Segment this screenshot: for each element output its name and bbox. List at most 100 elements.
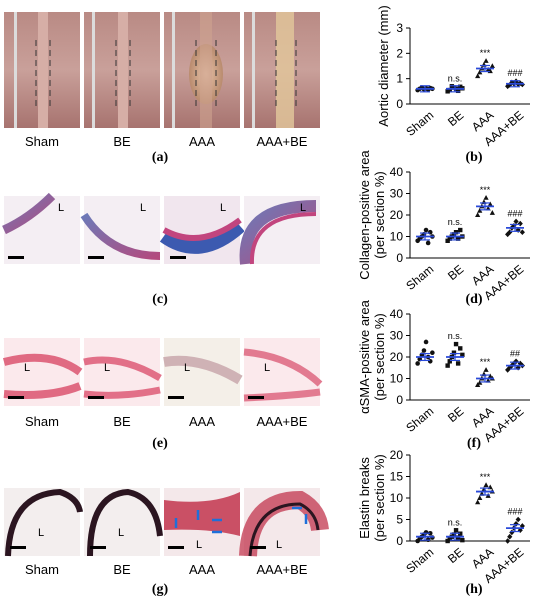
significance-label: n.s. bbox=[448, 217, 463, 227]
trichrome-aaa-be bbox=[239, 196, 320, 265]
panel-letter-h: (h) bbox=[465, 582, 483, 597]
data-point bbox=[509, 79, 515, 86]
significance-label: *** bbox=[480, 357, 491, 367]
x-tick-label: BE bbox=[445, 262, 466, 283]
y-tick-label: 2 bbox=[396, 46, 403, 60]
y-axis-label: (per section %) bbox=[372, 454, 387, 541]
panel-letter-f: (f) bbox=[467, 436, 481, 451]
lumen-label: L bbox=[220, 202, 226, 214]
data-point bbox=[447, 87, 452, 93]
y-tick-label: 15 bbox=[390, 470, 404, 484]
elastin-sham bbox=[4, 488, 83, 557]
data-point bbox=[477, 69, 483, 75]
data-point bbox=[483, 58, 489, 63]
trichrome-be bbox=[80, 196, 161, 264]
y-axis-label: Aortic diameter (mm) bbox=[376, 5, 391, 126]
y-tick-label: 0 bbox=[396, 97, 403, 111]
y-tick-label: 0 bbox=[396, 534, 403, 548]
photo-be bbox=[84, 12, 160, 128]
data-point bbox=[425, 240, 431, 246]
y-tick-label: 10 bbox=[390, 491, 404, 505]
sma-be bbox=[83, 338, 162, 406]
image-label-aaa-be: AAA+BE bbox=[256, 134, 308, 149]
x-tick-label: BE bbox=[445, 545, 466, 566]
panel-letter-a: (a) bbox=[151, 150, 169, 165]
data-point bbox=[489, 63, 495, 68]
data-point bbox=[445, 363, 450, 368]
data-point bbox=[458, 531, 463, 536]
data-point bbox=[430, 350, 435, 356]
panel-letter-b: (b) bbox=[465, 150, 483, 165]
y-tick-label: 1 bbox=[396, 72, 403, 86]
y-tick-label: 3 bbox=[396, 21, 403, 35]
lumen-label: L bbox=[118, 527, 124, 539]
significance-label: n.s. bbox=[448, 331, 463, 341]
image-label-sham: Sham bbox=[25, 414, 59, 429]
significance-label: ## bbox=[510, 348, 520, 358]
sma-aaa bbox=[163, 338, 243, 406]
y-tick-label: 10 bbox=[390, 372, 404, 386]
data-point bbox=[483, 482, 489, 488]
data-point bbox=[451, 532, 457, 537]
image-label-sham: Sham bbox=[25, 134, 59, 149]
photo-aaa-be bbox=[244, 12, 320, 128]
data-point bbox=[458, 227, 463, 233]
y-tick-label: 20 bbox=[390, 208, 404, 222]
data-point bbox=[458, 346, 463, 351]
y-tick-label: 40 bbox=[390, 307, 404, 321]
chart-h: 0 5 10 15 20 Elastin breaks (per section %) Sha… bbox=[357, 448, 530, 586]
panel-letter-d: (d) bbox=[465, 292, 483, 307]
data-point bbox=[453, 341, 459, 347]
significance-label: ### bbox=[507, 208, 522, 218]
data-point bbox=[427, 530, 433, 536]
y-axis-label: (per section %) bbox=[372, 313, 387, 400]
data-point bbox=[507, 533, 513, 540]
x-tick-label: BE bbox=[445, 108, 466, 129]
photo-aaa bbox=[164, 12, 240, 128]
data-point bbox=[475, 499, 481, 505]
data-point bbox=[519, 229, 525, 235]
elastin-be bbox=[84, 488, 163, 557]
data-point bbox=[515, 227, 521, 233]
data-point bbox=[421, 348, 427, 353]
sma-sham bbox=[2, 338, 83, 406]
significance-label: ### bbox=[507, 507, 522, 517]
data-point bbox=[460, 352, 465, 358]
y-tick-label: 10 bbox=[390, 230, 404, 244]
lumen-label: L bbox=[58, 202, 64, 214]
gross-photo-row bbox=[4, 12, 320, 128]
panel-letter-c: (c) bbox=[152, 292, 168, 307]
elastin-aaa-be bbox=[239, 488, 329, 557]
image-label-be: BE bbox=[113, 562, 131, 577]
y-tick-label: 0 bbox=[396, 393, 403, 407]
lumen-label: L bbox=[184, 362, 190, 374]
image-label-aaa-be: AAA+BE bbox=[256, 414, 308, 429]
y-tick-label: 40 bbox=[390, 165, 404, 179]
data-point bbox=[423, 227, 429, 233]
lumen-label: L bbox=[140, 202, 146, 214]
data-point bbox=[513, 218, 519, 225]
trichrome-row bbox=[2, 192, 320, 265]
lumen-label: L bbox=[38, 527, 44, 539]
lumen-label: L bbox=[104, 362, 110, 374]
data-point bbox=[415, 361, 420, 366]
data-point bbox=[427, 229, 433, 235]
image-label-sham: Sham bbox=[25, 562, 59, 577]
y-axis-label: Collagen-positive area bbox=[357, 150, 372, 280]
data-point bbox=[455, 361, 461, 366]
data-point bbox=[451, 350, 457, 355]
data-point bbox=[489, 210, 495, 215]
image-label-aaa-be: AAA+BE bbox=[256, 562, 308, 577]
y-axis-label: αSMA-positive area bbox=[357, 299, 372, 413]
sma-row bbox=[2, 338, 323, 406]
data-point bbox=[475, 73, 481, 79]
y-tick-label: 30 bbox=[390, 329, 404, 343]
data-point bbox=[505, 538, 511, 544]
sma-aaa-be bbox=[243, 338, 323, 406]
panel-letter-e: (e) bbox=[152, 436, 168, 451]
trichrome-sham bbox=[2, 192, 80, 264]
data-point bbox=[505, 231, 511, 238]
data-point bbox=[487, 373, 493, 379]
